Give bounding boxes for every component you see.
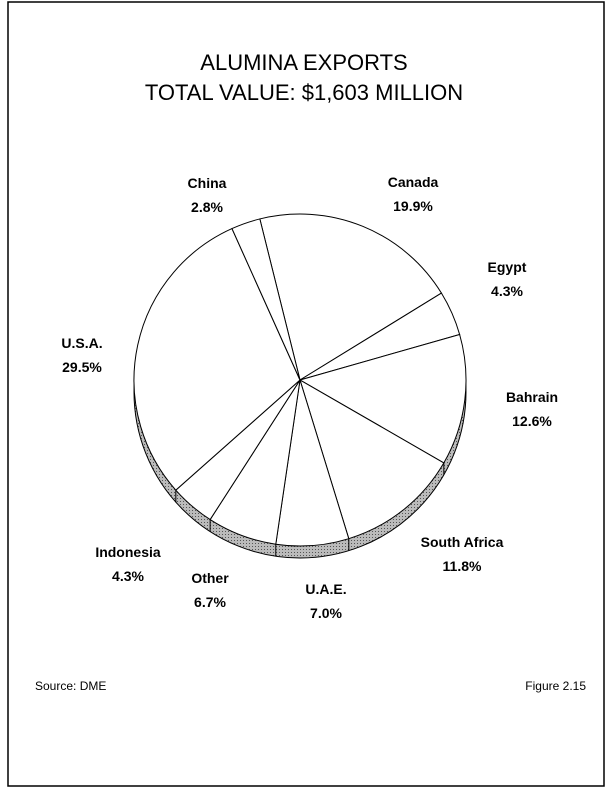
slice-label: Canada xyxy=(387,174,439,190)
slice-value: 4.3% xyxy=(112,568,144,584)
slice-value: 2.8% xyxy=(191,199,223,215)
slice-label: Other xyxy=(191,570,229,586)
slice-label: U.S.A. xyxy=(61,335,103,351)
slice-label: Bahrain xyxy=(505,389,559,405)
pie-slice xyxy=(299,378,445,540)
slice-value: 7.0% xyxy=(310,605,342,621)
pie-slice xyxy=(298,333,467,464)
slice-value: 11.8% xyxy=(442,558,482,574)
slice-value: 4.3% xyxy=(491,283,523,299)
pie-slice xyxy=(259,213,443,381)
source-note: Source: DME xyxy=(35,679,107,693)
slice-label: South Africa xyxy=(420,534,504,550)
pie-slice xyxy=(231,218,301,381)
slice-label: China xyxy=(187,175,227,191)
slice-label: U.A.E. xyxy=(305,581,347,597)
slice-value: 19.9% xyxy=(393,198,433,214)
chart-subtitle: TOTAL VALUE: $1,603 MILLION xyxy=(144,80,464,105)
slice-label: Indonesia xyxy=(95,544,161,560)
slice-value: 12.6% xyxy=(512,413,552,429)
chart-title: ALUMINA EXPORTS xyxy=(200,50,408,75)
slice-value: 29.5% xyxy=(62,359,102,375)
figure-number: Figure 2.15 xyxy=(525,679,586,693)
pie-slice xyxy=(133,227,301,491)
slice-label: Egypt xyxy=(487,259,527,275)
frame xyxy=(7,1,605,787)
slice-value: 6.7% xyxy=(194,594,226,610)
